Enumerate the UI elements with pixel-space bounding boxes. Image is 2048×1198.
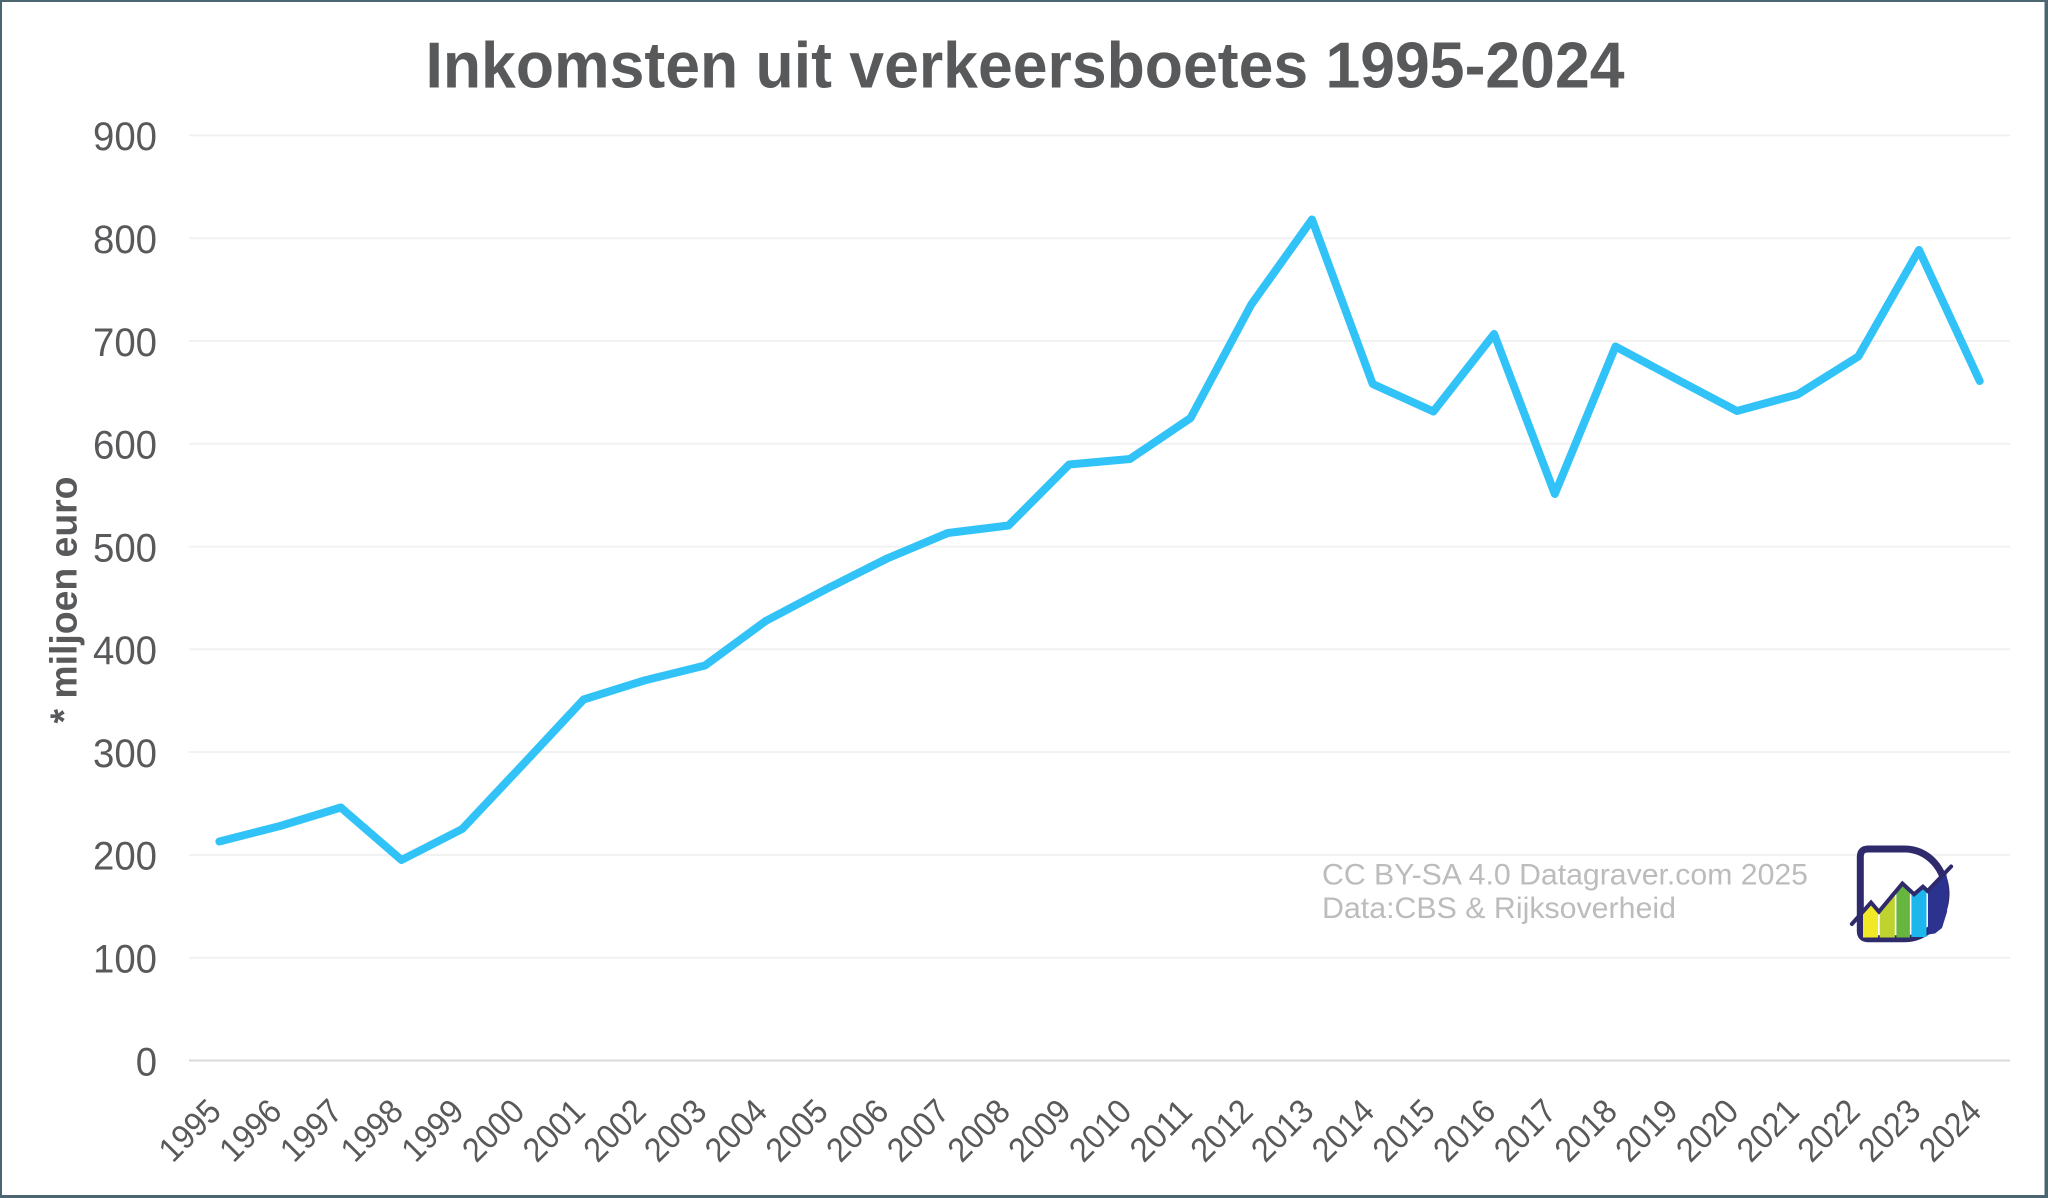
svg-text:0: 0 (136, 1040, 157, 1084)
svg-text:200: 200 (93, 835, 157, 879)
svg-text:600: 600 (93, 424, 157, 468)
svg-text:100: 100 (93, 938, 157, 982)
svg-text:300: 300 (93, 732, 157, 776)
svg-text:Data:CBS & Rijksoverheid: Data:CBS & Rijksoverheid (1322, 892, 1676, 925)
svg-text:900: 900 (93, 115, 157, 159)
svg-text:Inkomsten uit verkeersboetes 1: Inkomsten uit verkeersboetes 1995-2024 (426, 29, 1625, 102)
svg-text:CC BY-SA 4.0 Datagraver.com 20: CC BY-SA 4.0 Datagraver.com 2025 (1322, 859, 1808, 892)
svg-text:800: 800 (93, 218, 157, 262)
svg-text:700: 700 (93, 321, 157, 365)
svg-text:500: 500 (93, 526, 157, 570)
svg-text:400: 400 (93, 629, 157, 673)
svg-text:* miljoen euro: * miljoen euro (44, 477, 86, 724)
